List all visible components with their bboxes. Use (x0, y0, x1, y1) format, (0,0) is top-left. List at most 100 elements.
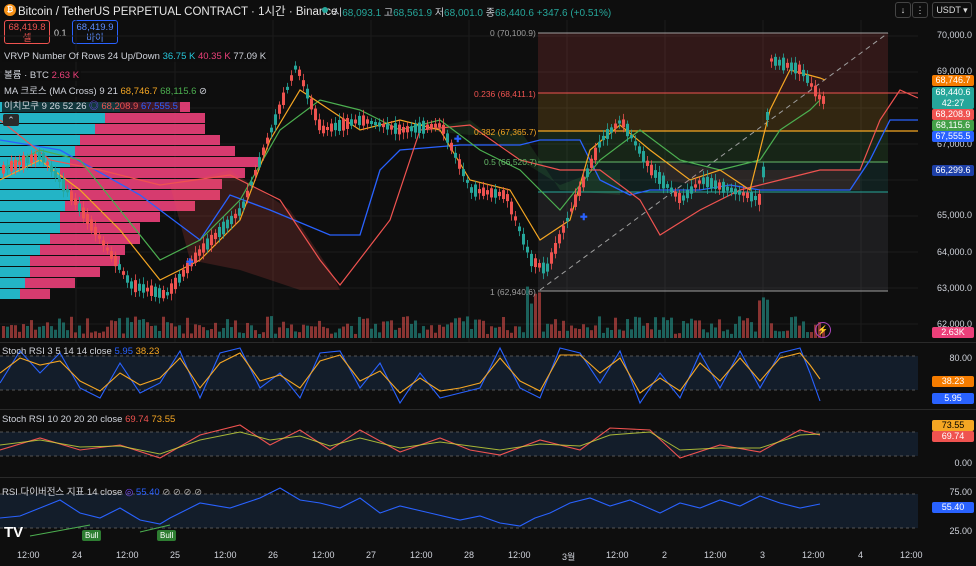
stoch1-d-tag: 38.23 (932, 376, 974, 387)
volume-bar (746, 318, 749, 338)
volume-bar (70, 316, 73, 338)
volume-bar (650, 329, 653, 338)
candle-body (706, 176, 709, 188)
candle-body (258, 157, 261, 167)
volume-bar (654, 317, 657, 338)
candle-body (162, 290, 165, 299)
hide-icon[interactable]: ⊘ (199, 86, 208, 97)
candle-body (634, 141, 637, 146)
volume-bar (334, 332, 337, 338)
cloud-price-tag: 66,299.6 (932, 165, 974, 176)
symbol-title[interactable]: Bitcoin / TetherUS PERPETUAL CONTRACT · … (18, 6, 338, 18)
volume-bar (338, 328, 341, 338)
currency-select[interactable]: USDT ▾ (932, 2, 972, 18)
volume-bar (278, 327, 281, 338)
candle-body (446, 133, 449, 143)
candle-body (478, 189, 481, 194)
candle-body (134, 280, 137, 293)
volume-bar (606, 327, 609, 338)
rsi-divergence-pane[interactable] (0, 478, 918, 544)
candle-body (742, 192, 745, 196)
buy-button[interactable]: 68,419.9 바이 (72, 20, 118, 44)
candle-body (234, 213, 237, 219)
volume-bar (6, 326, 9, 338)
candle-body (354, 119, 357, 124)
candle-body (522, 233, 525, 245)
fib-label-1: 1 (62,940.6) (490, 287, 536, 297)
volume-bar (614, 317, 617, 338)
pane-separator[interactable] (0, 342, 976, 343)
candle-body (130, 281, 133, 289)
candle-body (594, 147, 597, 161)
candle-body (682, 195, 685, 201)
main-price-chart[interactable]: ✚ ✚ ✚ (0, 20, 918, 342)
candle-body (442, 124, 445, 134)
vrvp-legend[interactable]: VRVP Number Of Rows 24 Up/Down 36.75 K 4… (2, 51, 269, 62)
candle-body (686, 189, 689, 199)
candle-body (494, 189, 497, 198)
time-axis-label: 12:00 (900, 550, 923, 560)
volume-bar (634, 316, 637, 338)
time-axis-label: 2 (662, 550, 668, 560)
stoch-rsi-pane-1[interactable] (0, 343, 918, 407)
volume-bar (410, 323, 413, 338)
collapse-legend-button[interactable]: ⌃ (3, 114, 19, 126)
candle-body (170, 283, 173, 294)
last-price-tag: 68,440.6 42:27 (932, 87, 974, 109)
candle-body (182, 269, 185, 277)
candle-body (790, 62, 793, 71)
volume-bar (282, 321, 285, 338)
volume-bar (146, 322, 149, 338)
arrow-down-icon[interactable]: ↓ (895, 2, 911, 18)
candle-body (30, 154, 33, 163)
candle-body (266, 137, 269, 144)
stoch-rsi-2-legend[interactable]: Stoch RSI 10 20 20 20 close 69.74 73.55 (2, 414, 176, 425)
candle-body (322, 125, 325, 134)
volume-bar (690, 318, 693, 338)
volume-bar (530, 303, 533, 338)
volume-bar (590, 330, 593, 338)
chart-header: ₿ Bitcoin / TetherUS PERPETUAL CONTRACT … (0, 0, 976, 20)
volume-bar (630, 329, 633, 338)
volume-legend[interactable]: 볼륨 · BTC 2.63 K (2, 70, 82, 81)
candle-body (270, 127, 273, 133)
volume-bar (358, 316, 361, 338)
volume-bar (474, 319, 477, 338)
volume-bar (398, 327, 401, 338)
candle-body (306, 88, 309, 99)
candle-body (190, 259, 193, 267)
price-candles (2, 53, 825, 304)
pane-separator[interactable] (0, 409, 976, 410)
volume-bar (734, 323, 737, 338)
candle-body (506, 194, 509, 202)
price-axis-label: 67,000.0 (936, 139, 972, 149)
sell-button[interactable]: 68,419.8 셀 (4, 20, 50, 44)
candle-body (378, 122, 381, 127)
stoch-rsi-1-legend[interactable]: Stoch RSI 3 5 14 14 close 5.95 38.23 (2, 346, 160, 357)
volume-bar (498, 326, 501, 338)
fibonacci-retracement[interactable] (538, 32, 918, 292)
candle-body (818, 94, 821, 100)
bull-divergence-label: Bull (82, 530, 102, 541)
candle-body (746, 192, 749, 199)
bitcoin-icon: ₿ (4, 4, 16, 16)
ichimoku-legend[interactable]: 이치모쿠 9 26 52 26 ◎ 68,208.9 67,555.5 (2, 101, 180, 112)
candle-body (754, 195, 757, 201)
volume-bar (762, 297, 765, 338)
pane-separator[interactable] (0, 477, 976, 478)
volume-bar (470, 328, 473, 338)
volume-bar (674, 333, 677, 338)
volume-bar (694, 320, 697, 338)
candle-body (382, 123, 385, 128)
volume-bar (566, 330, 569, 338)
stoch-rsi-pane-2[interactable] (0, 410, 918, 476)
candle-body (774, 56, 777, 66)
menu-icon[interactable]: ⋮ (912, 2, 928, 18)
ma-cross-legend[interactable]: MA 크로스 (MA Cross) 9 21 68,746.7 68,115.6… (2, 86, 210, 97)
volume-bar (314, 326, 317, 338)
candle-body (346, 118, 349, 129)
rsi-divergence-legend[interactable]: RSI 다이버전스 지표 14 close ◎ 55.40 ⊘ ⊘ ⊘ ⊘ (2, 487, 203, 498)
volume-bar (806, 332, 809, 338)
lightning-icon[interactable]: ⚡ (815, 322, 831, 338)
volume-bar (622, 330, 625, 338)
